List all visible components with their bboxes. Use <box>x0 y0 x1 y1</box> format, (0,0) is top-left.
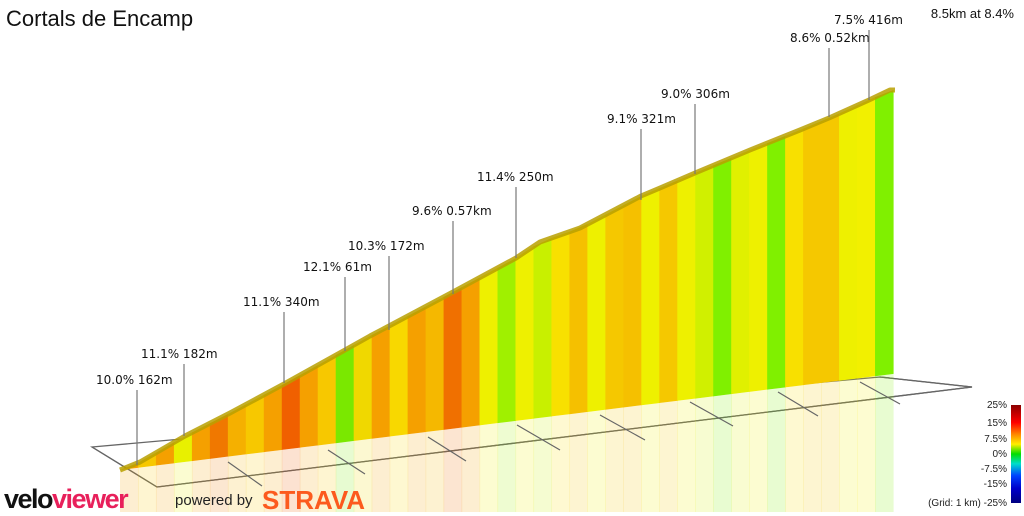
legend-tick: 7.5% <box>984 434 1007 445</box>
segment-annotation-label: 9.1% 321m <box>607 112 676 126</box>
segment-annotation-label: 11.4% 250m <box>477 170 554 184</box>
gradient-strip <box>695 165 714 399</box>
legend-tick: -7.5% <box>980 464 1007 475</box>
gradient-strip <box>353 334 373 441</box>
gradient-strip <box>587 214 606 412</box>
segment-annotation-label: 9.6% 0.57km <box>412 204 492 218</box>
gradient-strip <box>821 113 840 383</box>
strava-logo[interactable]: STRAVA <box>262 485 366 515</box>
gradient-strip <box>245 394 265 455</box>
gradient-strip <box>677 172 696 401</box>
gradient-strip <box>515 245 535 421</box>
legend-tick: 15% <box>986 418 1007 429</box>
gradient-strip <box>335 344 355 444</box>
segment-annotation-label: 11.1% 182m <box>141 347 218 361</box>
gradient-color-bar <box>1011 405 1021 503</box>
gradient-strip <box>407 306 427 435</box>
segment-annotation-label: 10.3% 172m <box>348 239 425 253</box>
legend-tick: 25% <box>986 400 1007 411</box>
gradient-strip <box>839 105 858 381</box>
segment-annotation-label: 11.1% 340m <box>243 295 320 309</box>
gradient-strip <box>767 135 786 390</box>
legend-tick: (Grid: 1 km) -25% <box>928 498 1007 509</box>
grid-lines <box>227 381 901 487</box>
segment-annotation-label: 7.5% 416m <box>834 13 903 27</box>
gradient-strip <box>875 90 894 377</box>
gradient-strip <box>713 157 732 397</box>
legend-tick: -15% <box>983 479 1007 490</box>
segment-annotation-label: 10.0% 162m <box>96 373 173 387</box>
gradient-strip <box>263 384 283 453</box>
gradient-strip <box>299 364 319 448</box>
legend-tick: 0% <box>992 449 1007 460</box>
page-title: Cortals de Encamp <box>6 6 194 31</box>
gradient-strip <box>479 267 499 426</box>
gradient-strip <box>731 150 750 395</box>
profile-ridge <box>119 87 895 473</box>
logo-velo: velo <box>4 484 54 514</box>
gradient-strip <box>461 277 481 428</box>
gradient-strip <box>659 180 678 404</box>
gradient-strip <box>227 404 247 457</box>
gradient-strip <box>533 237 553 419</box>
gradient-strips <box>120 90 894 470</box>
gradient-strip <box>749 142 768 392</box>
segment-annotation-label: 12.1% 61m <box>303 260 372 274</box>
gradient-strip <box>785 128 804 388</box>
gradient-strip <box>389 315 409 437</box>
gradient-strip <box>497 257 517 424</box>
gradient-strip <box>209 413 229 459</box>
segment-annotations: 10.0% 162m 11.1% 182m 11.1% 340m 12.1% 61m 1… <box>96 13 903 465</box>
powered-by-text: powered by <box>175 492 253 509</box>
gradient-strip <box>605 204 624 410</box>
gradient-strip <box>641 188 660 406</box>
segment-annotation-label: 9.0% 306m <box>661 87 730 101</box>
gradient-strip <box>281 374 301 450</box>
profile-reflection <box>120 373 894 512</box>
segment-annotation-label: 8.6% 0.52km <box>790 31 870 45</box>
gradient-strip <box>623 195 642 408</box>
gradient-strip <box>803 121 822 386</box>
gradient-strip <box>857 96 876 379</box>
veloviewer-logo[interactable]: veloviewer <box>4 484 129 514</box>
gradient-strip <box>569 223 588 415</box>
logo-viewer: viewer <box>52 484 129 514</box>
gradient-strip <box>425 296 445 433</box>
gradient-strip <box>443 287 463 430</box>
gradient-strip <box>317 354 337 446</box>
gradient-strip <box>551 231 571 417</box>
gradient-strip <box>155 442 175 466</box>
climb-summary: 8.5km at 8.4% <box>930 6 1014 21</box>
gradient-strip <box>371 325 391 439</box>
